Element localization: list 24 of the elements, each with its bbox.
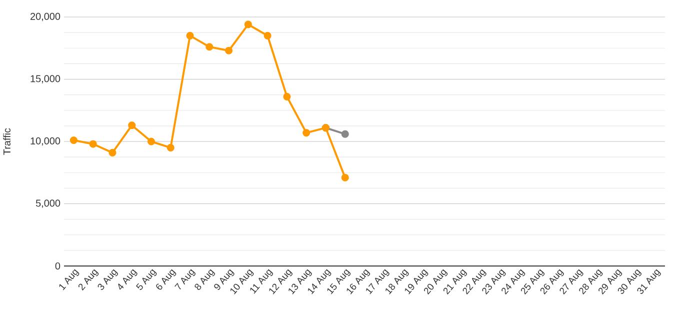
point: [302, 128, 310, 137]
point: [341, 130, 349, 138]
x-tick-label: 1 Aug: [59, 269, 80, 290]
point: [128, 122, 136, 130]
point: [89, 140, 97, 148]
y-tick-label: 20,000: [30, 12, 60, 22]
y-axis-title: Traffic: [3, 128, 10, 155]
x-tick-label: 2 Aug: [78, 269, 99, 291]
point: [244, 20, 252, 28]
x-tick-label: 4 Aug: [118, 269, 138, 290]
point: [341, 174, 349, 182]
y-tick-label: 5,000: [36, 200, 60, 208]
point: [70, 136, 78, 144]
point: [225, 46, 233, 54]
point: [186, 32, 194, 40]
point: [206, 43, 214, 51]
point: [264, 32, 272, 40]
y-tick-label: 10,000: [30, 137, 60, 146]
y-tick-label: 15,000: [30, 75, 60, 84]
point: [147, 138, 156, 146]
y-tick-label: 0: [55, 262, 60, 270]
point: [166, 144, 174, 152]
point: [108, 148, 116, 156]
point: [283, 92, 291, 100]
